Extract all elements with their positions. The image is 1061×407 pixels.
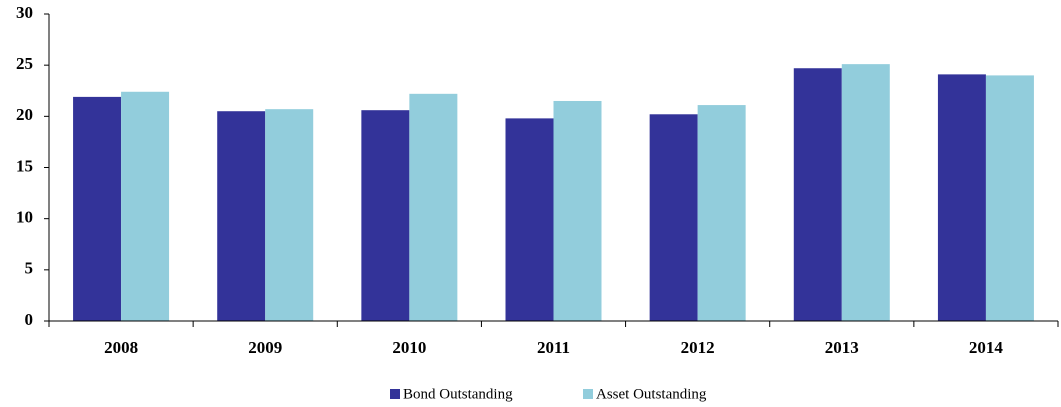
x-tick-label: 2011 — [537, 338, 570, 357]
bar — [985, 75, 1034, 322]
y-tick-label: 30 — [16, 3, 33, 22]
y-tick-label: 15 — [16, 156, 33, 175]
legend-label: Bond Outstanding — [403, 386, 513, 402]
bar — [841, 64, 890, 321]
bar — [553, 100, 602, 321]
y-tick-label: 25 — [16, 54, 33, 73]
bar — [73, 96, 122, 321]
x-tick-label: 2010 — [392, 338, 426, 357]
y-tick-label: 5 — [25, 259, 34, 278]
x-tick-label: 2014 — [969, 338, 1004, 357]
bar — [265, 109, 314, 321]
bar — [361, 110, 410, 322]
x-tick-label: 2009 — [248, 338, 282, 357]
x-tick-label: 2008 — [104, 338, 138, 357]
y-tick-label: 0 — [25, 310, 34, 329]
legend-swatch — [390, 389, 400, 399]
x-tick-label: 2013 — [825, 338, 859, 357]
legend-swatch — [583, 389, 593, 399]
y-tick-label: 20 — [16, 105, 33, 124]
x-tick-label: 2012 — [681, 338, 715, 357]
bar — [121, 91, 170, 321]
bar — [937, 74, 986, 321]
bar — [217, 111, 266, 321]
y-tick-label: 10 — [16, 208, 33, 227]
bar — [409, 93, 458, 321]
bar — [793, 68, 842, 321]
bar — [505, 118, 554, 321]
bar — [649, 114, 698, 321]
legend-label: Asset Outstanding — [596, 386, 707, 402]
bar — [697, 105, 746, 322]
